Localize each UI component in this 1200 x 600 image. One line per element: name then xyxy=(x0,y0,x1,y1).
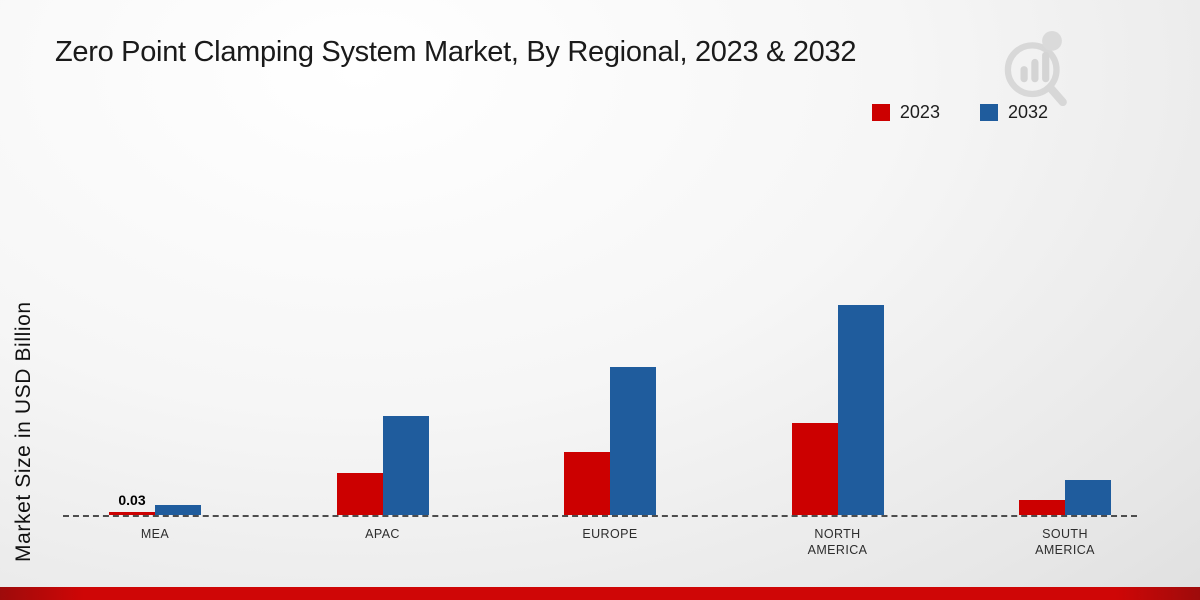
legend-label-2032: 2032 xyxy=(1007,102,1048,122)
bar-apac-2023 xyxy=(336,473,383,515)
bar-mea-2032 xyxy=(155,505,201,515)
bar-mea-2023 xyxy=(109,512,155,515)
legend-label-2023: 2023 xyxy=(899,102,940,122)
legend-item-2032: 2032 xyxy=(979,102,1048,123)
bar-north-america-2023 xyxy=(791,423,838,515)
value-label: 0.03 xyxy=(118,492,146,508)
legend-swatch-2032 xyxy=(979,104,998,121)
bar-chart-magnifier-logo-icon xyxy=(1004,31,1067,106)
legend: 2023 2032 xyxy=(871,102,1048,123)
bar-europe-2023 xyxy=(564,452,610,515)
category-label-europe: EUROPE xyxy=(582,527,638,541)
footer-band xyxy=(0,587,1200,600)
legend-item-2023: 2023 xyxy=(871,102,940,123)
chart-title: Zero Point Clamping System Market, By Re… xyxy=(55,36,857,68)
bar-south-america-2023 xyxy=(1019,500,1065,515)
category-label-north-america: NORTH AMERICA xyxy=(807,527,868,558)
bar-apac-2032 xyxy=(382,416,429,515)
bar-south-america-2032 xyxy=(1065,480,1111,515)
category-label-apac: APAC xyxy=(365,527,400,541)
bar-europe-2032 xyxy=(610,367,656,515)
bar-north-america-2032 xyxy=(837,305,884,515)
legend-swatch-2023 xyxy=(871,104,890,121)
category-label-mea: MEA xyxy=(140,527,170,541)
category-label-south-america: SOUTH AMERICA xyxy=(1035,527,1095,558)
x-axis-baseline xyxy=(63,515,1137,517)
